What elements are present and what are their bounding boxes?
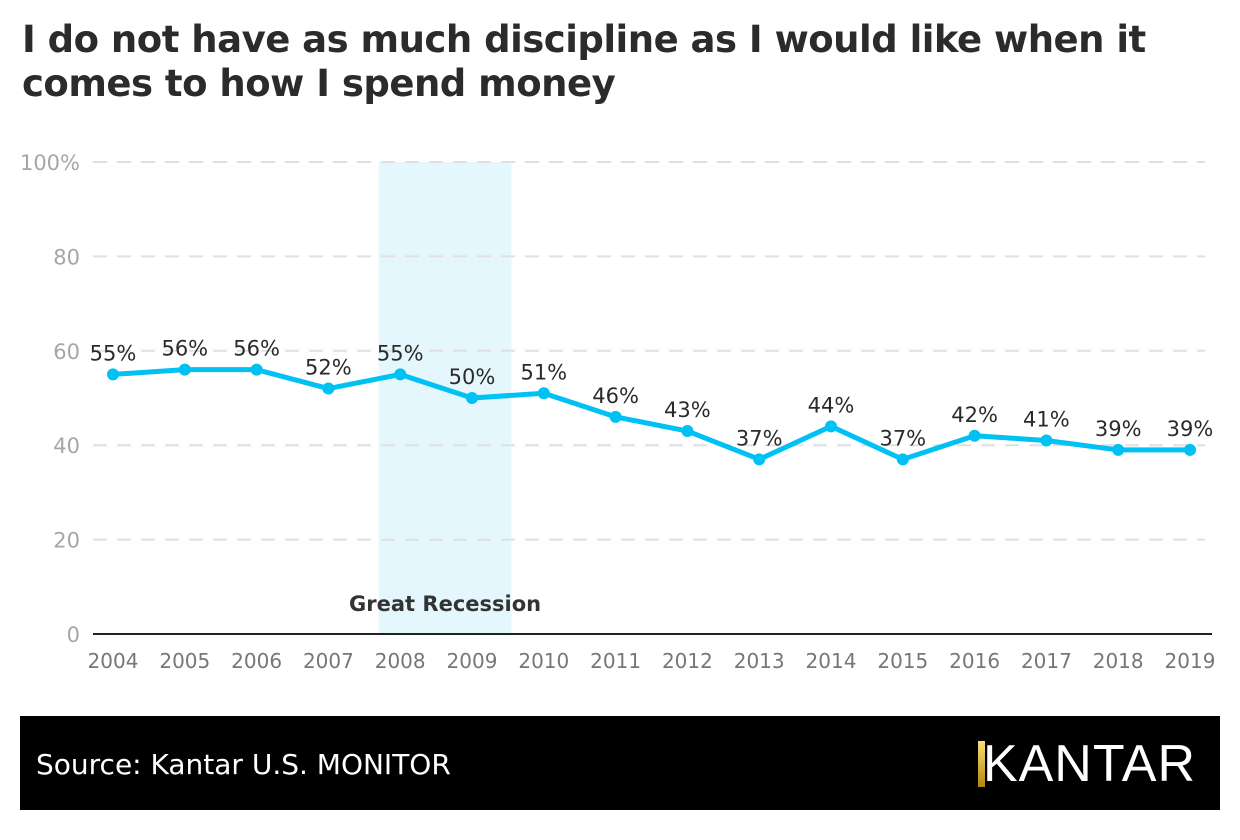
data-label: 39% [1095, 417, 1142, 441]
data-point [753, 453, 766, 466]
y-tick-label: 20 [53, 529, 80, 553]
series-line [112, 367, 1190, 462]
data-point [394, 368, 407, 381]
logo-gold-bar [977, 741, 985, 787]
data-label: 51% [520, 360, 567, 384]
data-point [1112, 443, 1125, 456]
data-label: 37% [879, 426, 926, 450]
x-tick-label: 2019 [1165, 649, 1216, 673]
data-point [178, 363, 191, 376]
data-point [681, 425, 694, 438]
data-label: 39% [1167, 417, 1214, 441]
y-tick-label: 100% [20, 151, 80, 175]
data-label: 56% [233, 337, 280, 361]
data-label: 55% [377, 341, 424, 365]
x-tick-label: 2013 [734, 649, 785, 673]
x-tick-label: 2017 [1021, 649, 1072, 673]
kantar-logo: KANTAR [977, 734, 1196, 794]
source-text: Source: Kantar U.S. MONITOR [36, 748, 451, 781]
data-label: 41% [1023, 407, 1070, 431]
data-point [609, 410, 622, 423]
x-tick-label: 2011 [590, 649, 641, 673]
x-tick-label: 2016 [949, 649, 1000, 673]
data-point [466, 392, 478, 404]
data-label: 55% [90, 341, 137, 365]
data-label: 46% [592, 384, 639, 408]
y-tick-label: 0 [67, 623, 80, 647]
y-tick-label: 80 [53, 245, 80, 269]
x-tick-label: 2007 [303, 649, 354, 673]
data-label: 52% [305, 356, 352, 380]
data-point [107, 368, 119, 381]
x-tick-label: 2014 [806, 649, 857, 673]
data-point [825, 420, 837, 433]
data-label: 56% [161, 337, 208, 361]
data-point [250, 363, 263, 376]
x-tick-label: 2015 [877, 649, 928, 673]
x-tick-label: 2004 [88, 649, 139, 673]
data-label: 44% [808, 393, 855, 417]
line-chart: 0 20 40 60 80 100% Great Recession 2004 2005 2006… [20, 151, 1216, 673]
data-label: 42% [951, 403, 998, 427]
annotation-label: Great Recession [349, 592, 541, 616]
footer: Source: Kantar U.S. MONITOR KANTAR [20, 716, 1220, 810]
logo-text: KANTAR [982, 735, 1196, 793]
x-tick-label: 2009 [447, 649, 498, 673]
x-tick-label: 2012 [662, 649, 713, 673]
x-tick-label: 2010 [518, 649, 569, 673]
x-tick-label: 2008 [375, 649, 426, 673]
data-point [896, 453, 909, 466]
x-tick-label: 2006 [231, 649, 282, 673]
y-tick-label: 40 [53, 434, 80, 458]
y-tick-label: 60 [53, 340, 80, 364]
data-point [537, 387, 550, 400]
data-label: 37% [736, 426, 783, 450]
x-tick-label: 2005 [159, 649, 210, 673]
data-point [1040, 434, 1053, 447]
data-label: 43% [664, 398, 711, 422]
data-point [1184, 443, 1196, 456]
x-tick-label: 2018 [1093, 649, 1144, 673]
data-point [322, 382, 335, 395]
data-label: 50% [449, 365, 496, 389]
chart-title: I do not have as much discipline as I wo… [22, 18, 1146, 105]
data-point [968, 429, 981, 442]
